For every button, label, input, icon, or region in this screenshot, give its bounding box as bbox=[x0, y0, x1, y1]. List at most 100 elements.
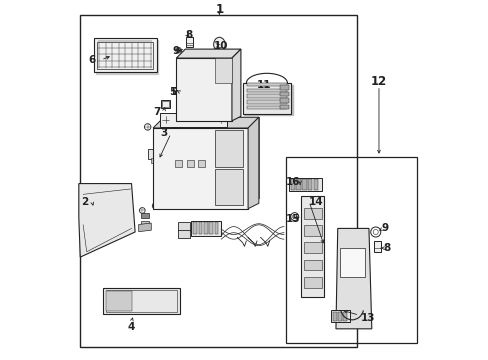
Ellipse shape bbox=[208, 195, 211, 198]
Polygon shape bbox=[153, 128, 247, 209]
Text: 5: 5 bbox=[169, 87, 176, 97]
Bar bbox=[140, 221, 149, 227]
Ellipse shape bbox=[159, 143, 162, 147]
Polygon shape bbox=[106, 291, 132, 311]
Ellipse shape bbox=[199, 183, 202, 187]
Bar bbox=[302, 179, 306, 190]
Bar bbox=[178, 222, 189, 231]
Ellipse shape bbox=[194, 137, 196, 141]
Bar bbox=[105, 291, 177, 312]
Ellipse shape bbox=[183, 166, 186, 170]
Ellipse shape bbox=[163, 172, 166, 175]
Ellipse shape bbox=[159, 154, 162, 158]
Ellipse shape bbox=[159, 137, 162, 141]
Ellipse shape bbox=[214, 177, 217, 181]
Bar bbox=[186, 37, 192, 47]
Text: 7: 7 bbox=[153, 107, 160, 117]
Bar bbox=[290, 179, 294, 190]
Ellipse shape bbox=[168, 166, 171, 170]
Text: 13: 13 bbox=[360, 313, 375, 323]
Ellipse shape bbox=[188, 183, 191, 187]
Ellipse shape bbox=[199, 189, 202, 193]
Ellipse shape bbox=[174, 149, 176, 152]
Ellipse shape bbox=[203, 132, 206, 135]
Bar bbox=[330, 310, 349, 321]
Bar bbox=[151, 158, 158, 163]
Bar bbox=[214, 169, 243, 205]
Ellipse shape bbox=[174, 201, 176, 204]
Polygon shape bbox=[153, 117, 258, 128]
Bar bbox=[338, 312, 341, 320]
Ellipse shape bbox=[208, 183, 211, 187]
Ellipse shape bbox=[183, 143, 186, 147]
Polygon shape bbox=[96, 40, 158, 74]
Ellipse shape bbox=[163, 177, 166, 181]
Ellipse shape bbox=[183, 137, 186, 141]
Ellipse shape bbox=[208, 189, 211, 193]
Bar bbox=[333, 312, 336, 320]
Ellipse shape bbox=[208, 143, 211, 147]
Ellipse shape bbox=[163, 160, 166, 164]
Ellipse shape bbox=[203, 143, 206, 147]
Ellipse shape bbox=[183, 154, 186, 158]
Ellipse shape bbox=[188, 189, 191, 193]
Text: 12: 12 bbox=[370, 75, 386, 88]
Ellipse shape bbox=[159, 172, 162, 175]
Ellipse shape bbox=[203, 183, 206, 187]
Ellipse shape bbox=[199, 166, 202, 170]
Ellipse shape bbox=[179, 132, 182, 135]
Ellipse shape bbox=[179, 143, 182, 147]
Bar bbox=[174, 88, 179, 93]
Ellipse shape bbox=[188, 137, 191, 141]
Ellipse shape bbox=[168, 189, 171, 193]
Ellipse shape bbox=[163, 166, 166, 170]
Ellipse shape bbox=[194, 177, 196, 181]
Ellipse shape bbox=[159, 166, 162, 170]
Ellipse shape bbox=[159, 195, 162, 198]
Bar bbox=[214, 130, 243, 167]
Ellipse shape bbox=[168, 132, 171, 135]
Ellipse shape bbox=[163, 132, 166, 135]
Text: 10: 10 bbox=[214, 41, 228, 50]
Ellipse shape bbox=[208, 154, 211, 158]
Ellipse shape bbox=[188, 154, 191, 158]
Ellipse shape bbox=[208, 172, 211, 175]
Ellipse shape bbox=[174, 172, 176, 175]
Ellipse shape bbox=[179, 137, 182, 141]
Ellipse shape bbox=[208, 201, 211, 204]
Ellipse shape bbox=[188, 172, 191, 175]
Ellipse shape bbox=[168, 137, 171, 141]
Bar bbox=[304, 260, 321, 270]
Ellipse shape bbox=[203, 195, 206, 198]
Polygon shape bbox=[102, 288, 180, 315]
Bar bbox=[80, 15, 357, 347]
Ellipse shape bbox=[163, 183, 166, 187]
Ellipse shape bbox=[159, 189, 162, 193]
Ellipse shape bbox=[208, 137, 211, 141]
Ellipse shape bbox=[168, 177, 171, 181]
Bar bbox=[246, 83, 286, 86]
Bar bbox=[97, 42, 153, 69]
Ellipse shape bbox=[199, 201, 202, 204]
Bar bbox=[279, 85, 288, 90]
Ellipse shape bbox=[159, 177, 162, 181]
Ellipse shape bbox=[179, 154, 182, 158]
Bar bbox=[285, 157, 416, 343]
Ellipse shape bbox=[183, 189, 186, 193]
Bar bbox=[162, 158, 168, 163]
Bar bbox=[373, 241, 380, 252]
Text: 11: 11 bbox=[257, 80, 271, 90]
Ellipse shape bbox=[159, 149, 162, 152]
Ellipse shape bbox=[199, 149, 202, 152]
Ellipse shape bbox=[179, 160, 182, 164]
Ellipse shape bbox=[208, 160, 211, 164]
Bar bbox=[94, 39, 156, 72]
Ellipse shape bbox=[183, 149, 186, 152]
Ellipse shape bbox=[203, 154, 206, 158]
Bar bbox=[198, 222, 202, 234]
Ellipse shape bbox=[159, 201, 162, 204]
Ellipse shape bbox=[163, 149, 166, 152]
Bar bbox=[209, 222, 212, 234]
Bar bbox=[161, 100, 170, 108]
Ellipse shape bbox=[174, 160, 176, 164]
